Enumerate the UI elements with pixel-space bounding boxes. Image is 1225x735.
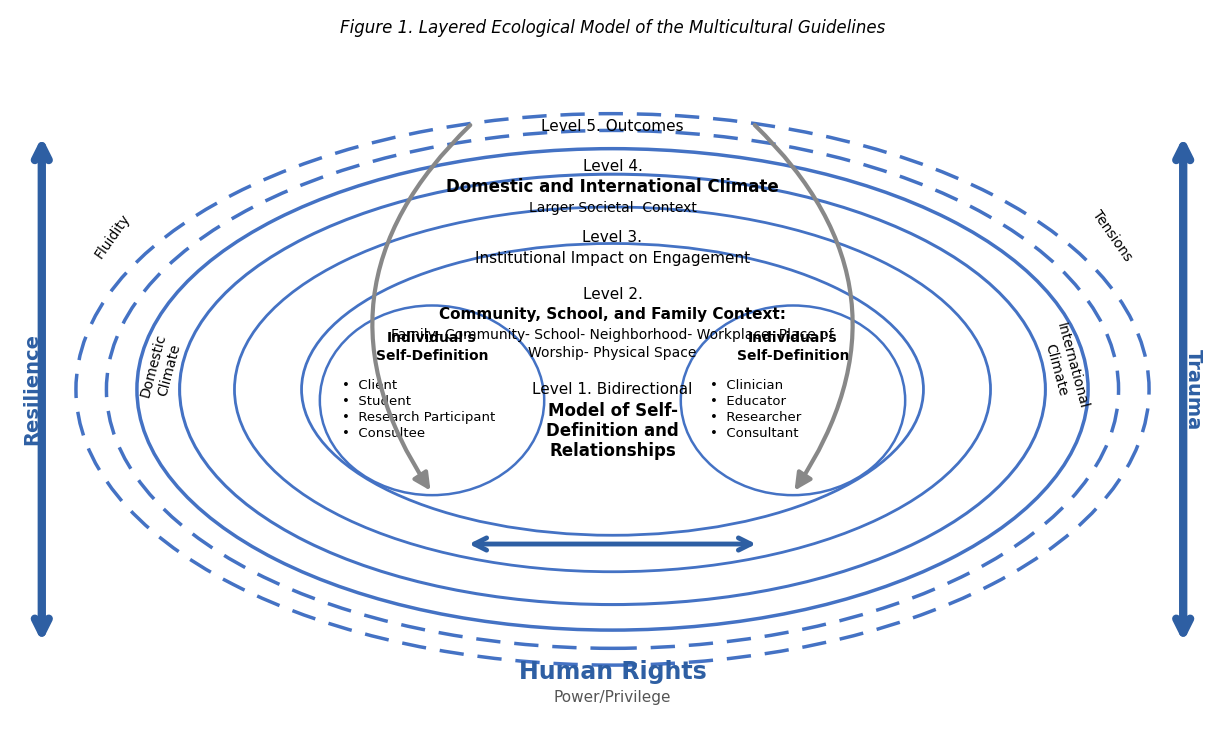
Text: Power/Privilege: Power/Privilege bbox=[554, 689, 671, 705]
Text: •  Consultant: • Consultant bbox=[710, 427, 799, 440]
Text: Human Rights: Human Rights bbox=[518, 661, 707, 684]
Text: Community, School, and Family Context:: Community, School, and Family Context: bbox=[439, 307, 786, 323]
Text: Worship- Physical Space: Worship- Physical Space bbox=[528, 346, 697, 360]
Text: Trauma: Trauma bbox=[1183, 349, 1203, 430]
Text: Level 5. Outcomes: Level 5. Outcomes bbox=[541, 119, 684, 135]
Text: Relationships: Relationships bbox=[549, 442, 676, 459]
Text: •  Clinician: • Clinician bbox=[710, 379, 783, 392]
Text: •  Educator: • Educator bbox=[710, 395, 786, 408]
Text: Larger Societal  Context: Larger Societal Context bbox=[528, 201, 697, 215]
Text: Model of Self-: Model of Self- bbox=[548, 402, 677, 420]
Text: Domestic
Climate: Domestic Climate bbox=[138, 332, 184, 403]
Text: Resilience: Resilience bbox=[22, 334, 42, 445]
Text: Self-Definition: Self-Definition bbox=[376, 349, 489, 363]
Text: Level 3.: Level 3. bbox=[583, 230, 642, 245]
Text: Figure 1. Layered Ecological Model of the Multicultural Guidelines: Figure 1. Layered Ecological Model of th… bbox=[339, 19, 886, 37]
Text: Family- Community- School- Neighborhood- Workplace- Place of: Family- Community- School- Neighborhood-… bbox=[391, 329, 834, 343]
Text: Tensions: Tensions bbox=[1090, 208, 1136, 265]
Text: Institutional Impact on Engagement: Institutional Impact on Engagement bbox=[475, 251, 750, 265]
Text: Level 1. Bidirectional: Level 1. Bidirectional bbox=[533, 382, 692, 397]
Text: Fluidity: Fluidity bbox=[92, 211, 132, 261]
Text: •  Research Participant: • Research Participant bbox=[342, 412, 495, 424]
Text: Individual's: Individual's bbox=[748, 331, 838, 345]
Text: Level 4.: Level 4. bbox=[583, 159, 642, 174]
FancyArrowPatch shape bbox=[755, 125, 853, 487]
Text: •  Consultee: • Consultee bbox=[342, 427, 425, 440]
Text: International
Climate: International Climate bbox=[1038, 320, 1090, 415]
Text: Self-Definition: Self-Definition bbox=[736, 349, 849, 363]
Text: •  Client: • Client bbox=[342, 379, 397, 392]
Text: Level 2.: Level 2. bbox=[583, 287, 642, 302]
Text: Individual's: Individual's bbox=[387, 331, 477, 345]
Text: •  Student: • Student bbox=[342, 395, 410, 408]
Text: Definition and: Definition and bbox=[546, 422, 679, 440]
Text: Domestic and International Climate: Domestic and International Climate bbox=[446, 178, 779, 196]
FancyArrowPatch shape bbox=[372, 125, 470, 487]
Text: •  Researcher: • Researcher bbox=[710, 412, 801, 424]
